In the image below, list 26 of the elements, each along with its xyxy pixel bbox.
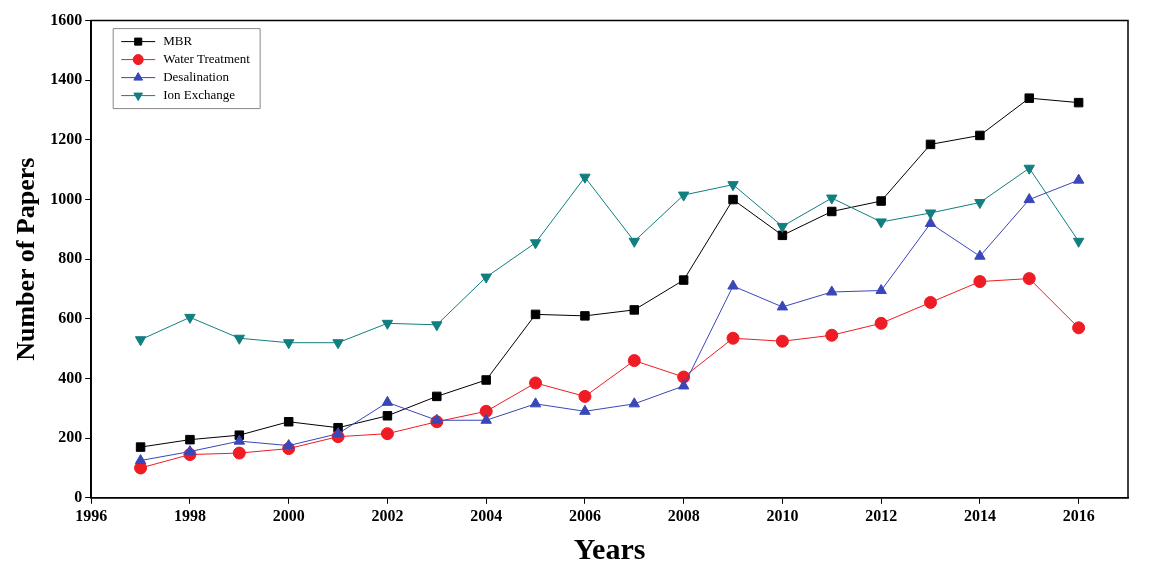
legend-label: MBR bbox=[163, 33, 193, 49]
y-tick-label: 1600 bbox=[50, 10, 83, 28]
y-tick-label: 1000 bbox=[50, 189, 83, 207]
x-tick-label: 2008 bbox=[667, 506, 700, 524]
x-tick-label: 2002 bbox=[371, 506, 404, 524]
y-tick-label: 1200 bbox=[50, 130, 83, 148]
x-tick-label: 1998 bbox=[173, 506, 206, 524]
y-tick-label: 1400 bbox=[50, 70, 83, 88]
x-tick-label: 2012 bbox=[865, 506, 898, 524]
y-tick-label: 800 bbox=[58, 249, 83, 267]
x-tick-label: 2000 bbox=[272, 506, 305, 524]
legend-label: Ion Exchange bbox=[163, 87, 236, 103]
y-axis-title: Number of Papers bbox=[11, 157, 41, 361]
legend-label: Water Treatment bbox=[163, 51, 251, 67]
x-tick-label: 1996 bbox=[75, 506, 108, 524]
x-tick-label: 2010 bbox=[766, 506, 799, 524]
y-tick-label: 0 bbox=[74, 487, 83, 505]
y-tick-label: 200 bbox=[58, 428, 83, 446]
y-tick-label: 400 bbox=[58, 368, 83, 386]
y-tick-label: 600 bbox=[58, 308, 83, 326]
x-tick-label: 2004 bbox=[470, 506, 503, 524]
x-tick-label: 2006 bbox=[568, 506, 601, 524]
x-tick-label: 2016 bbox=[1062, 506, 1095, 524]
x-tick-label: 2014 bbox=[963, 506, 996, 524]
x-axis-title: Years bbox=[573, 531, 646, 565]
legend-label: Desalination bbox=[163, 69, 230, 85]
